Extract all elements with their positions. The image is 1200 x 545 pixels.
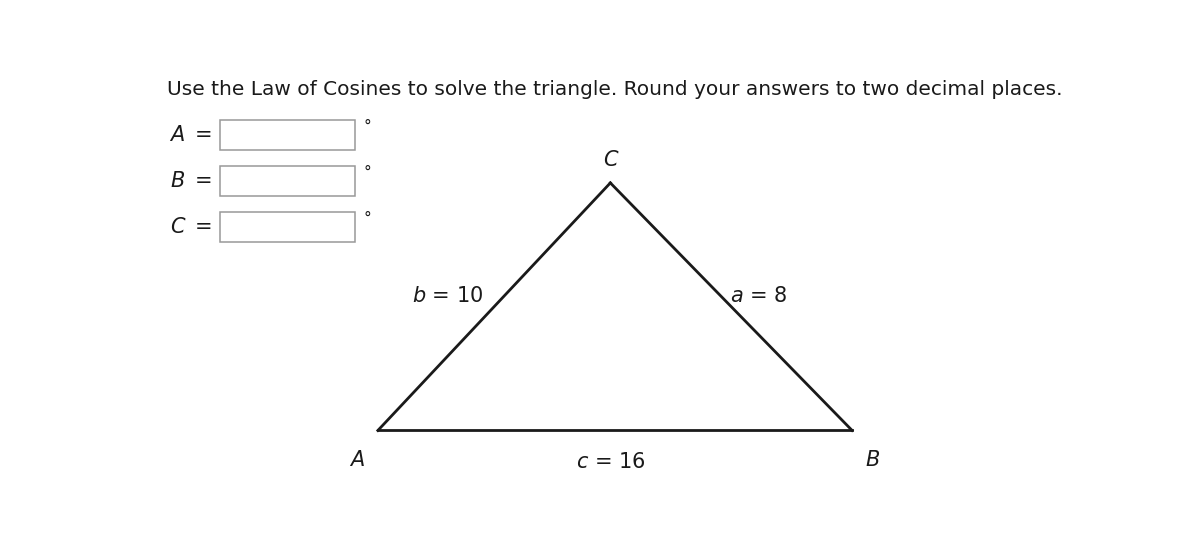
Text: °: ° bbox=[364, 211, 372, 226]
Text: A: A bbox=[350, 450, 365, 470]
FancyBboxPatch shape bbox=[220, 166, 355, 196]
Text: =: = bbox=[194, 171, 212, 191]
Text: B: B bbox=[170, 171, 185, 191]
Text: $b$ = 10: $b$ = 10 bbox=[412, 286, 484, 306]
Text: °: ° bbox=[364, 165, 372, 180]
Text: Use the Law of Cosines to solve the triangle. Round your answers to two decimal : Use the Law of Cosines to solve the tria… bbox=[167, 80, 1062, 99]
Text: $a$ = 8: $a$ = 8 bbox=[731, 286, 788, 306]
Text: $c$ = 16: $c$ = 16 bbox=[576, 452, 646, 472]
Text: C: C bbox=[170, 217, 185, 237]
Text: =: = bbox=[194, 217, 212, 237]
Text: °: ° bbox=[364, 119, 372, 134]
FancyBboxPatch shape bbox=[220, 119, 355, 150]
FancyBboxPatch shape bbox=[220, 212, 355, 242]
Text: =: = bbox=[194, 125, 212, 144]
Text: A: A bbox=[170, 125, 185, 144]
Text: C: C bbox=[604, 150, 618, 170]
Text: B: B bbox=[865, 450, 880, 470]
